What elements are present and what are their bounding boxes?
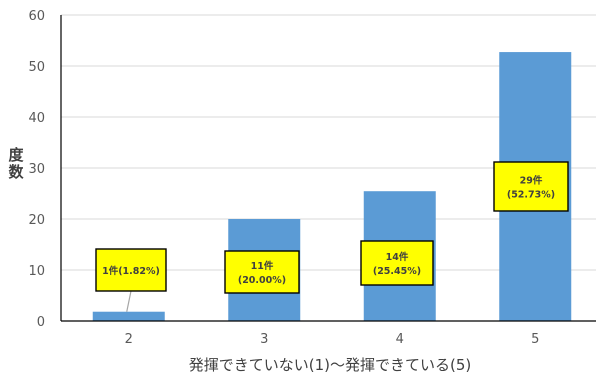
data-label-percent: (20.00%) bbox=[238, 275, 286, 286]
bar bbox=[92, 311, 165, 321]
y-tick-label: 30 bbox=[28, 162, 45, 177]
data-label-percent: (25.45%) bbox=[373, 266, 421, 277]
x-tick-label: 4 bbox=[396, 332, 404, 347]
x-axis-title: 発揮できていない(1)～発揮できている(5) bbox=[189, 356, 472, 374]
x-tick-label: 5 bbox=[531, 332, 539, 347]
y-tick-label: 20 bbox=[28, 213, 45, 228]
data-label-box bbox=[95, 248, 167, 292]
leader-line bbox=[126, 290, 132, 312]
data-label-box bbox=[224, 250, 300, 294]
data-label-count: 29件 bbox=[520, 175, 543, 187]
y-tick-label: 50 bbox=[28, 60, 45, 75]
data-label-box bbox=[493, 161, 569, 212]
data-label-count: 14件 bbox=[386, 251, 409, 263]
y-axis-title-char: 数 bbox=[8, 163, 24, 181]
y-axis-title: 度数 bbox=[8, 146, 24, 181]
x-tick-label: 2 bbox=[125, 332, 133, 347]
y-tick-label: 40 bbox=[28, 111, 45, 126]
data-label: 11件 (20.00%) bbox=[224, 250, 300, 294]
data-label: 29件 (52.73%) bbox=[493, 161, 569, 212]
data-label-box bbox=[360, 240, 434, 286]
data-label: 1件(1.82%) bbox=[95, 248, 167, 312]
y-tick-label: 0 bbox=[37, 315, 45, 330]
x-tick-label: 3 bbox=[260, 332, 268, 347]
data-label: 14件 (25.45%) bbox=[360, 240, 434, 286]
data-labels: 1件(1.82%) 11件 (20.00%) 14件 (25.45%) 29件 (52.73… bbox=[95, 161, 569, 312]
x-tick-labels: 2 3 4 5 bbox=[125, 332, 540, 347]
y-axis-title-char: 度 bbox=[8, 146, 24, 164]
data-label-count: 11件 bbox=[251, 260, 274, 272]
y-tick-labels: 0 10 20 30 40 50 60 bbox=[28, 9, 45, 330]
data-label-percent: (52.73%) bbox=[507, 190, 555, 201]
y-tick-label: 10 bbox=[28, 264, 45, 279]
y-tick-label: 60 bbox=[28, 9, 45, 24]
data-label-count: 1件(1.82%) bbox=[102, 265, 160, 277]
